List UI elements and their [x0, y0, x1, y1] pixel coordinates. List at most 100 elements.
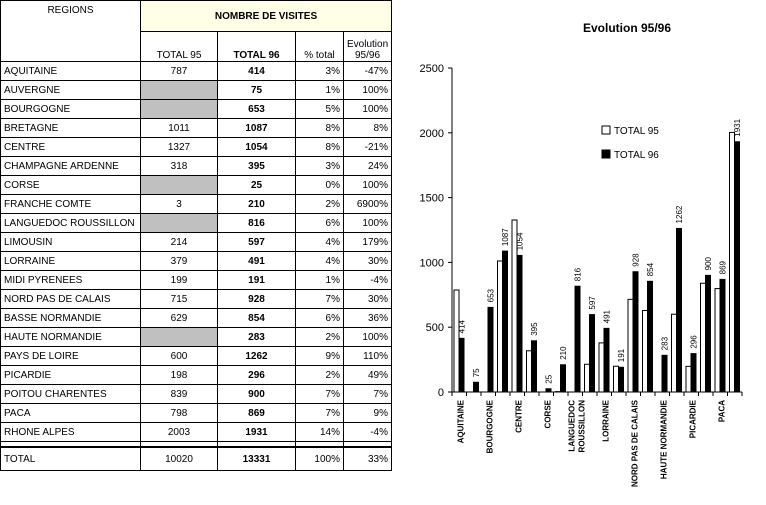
data-label: 1262: [675, 205, 684, 223]
bar-total95: [598, 342, 605, 393]
pct-cell: 6%: [295, 213, 344, 233]
total95-cell: 198: [140, 365, 218, 385]
region-name: HAUTE NORMANDIE: [0, 327, 141, 347]
region-name: PACA: [0, 403, 141, 423]
bar-total95: [453, 289, 460, 393]
total95-cell: 3: [140, 194, 218, 214]
region-name: AUVERGNE: [0, 80, 141, 100]
bar-total96: [618, 366, 624, 393]
evolution-cell: 24%: [343, 156, 392, 176]
total96-cell: 928: [217, 289, 296, 309]
table-row: HAUTE NORMANDIE 283 2% 100%: [0, 327, 392, 347]
legend-swatch-total95: [601, 125, 611, 135]
category-label: BOURGOGNE: [485, 399, 494, 453]
data-label: 653: [487, 288, 496, 302]
data-label: 928: [632, 253, 641, 267]
data-label: 25: [545, 374, 554, 383]
bar-total95: [700, 282, 706, 393]
pct-sum: 100%: [295, 446, 344, 471]
bar-total95: [729, 131, 735, 393]
pct-cell: 4%: [295, 232, 344, 252]
data-label: 1931: [733, 118, 742, 136]
bar-total95: [642, 309, 648, 393]
total96-cell: 869: [217, 403, 296, 423]
bar-total95: [613, 365, 619, 393]
total95-cell: [140, 327, 218, 347]
data-label: 900: [704, 256, 713, 270]
region-name: RHONE ALPES: [0, 422, 141, 442]
header-regions: REGIONS: [0, 0, 141, 62]
region-name: BOURGOGNE: [0, 99, 141, 119]
total95-cell: 199: [140, 270, 218, 290]
total96-cell: 597: [217, 232, 296, 252]
header-evolution: Evolution 95/96: [343, 31, 392, 62]
region-name: PAYS DE LOIRE: [0, 346, 141, 366]
pct-cell: 8%: [295, 137, 344, 157]
pct-cell: 1%: [295, 80, 344, 100]
table-row: LIMOUSIN 214 597 4% 179%: [0, 232, 392, 252]
total96-cell: 816: [217, 213, 296, 233]
total95-cell: 629: [140, 308, 218, 328]
bar-total96: [545, 388, 552, 393]
total95-cell: 214: [140, 232, 218, 252]
total96-cell: 1087: [217, 118, 296, 138]
table-row: PICARDIE 198 296 2% 49%: [0, 365, 392, 385]
region-name: NORD PAS DE CALAIS: [0, 289, 141, 309]
total95-cell: [140, 175, 218, 195]
pct-cell: 2%: [295, 194, 344, 214]
total95-cell: 379: [140, 251, 218, 271]
table-row: RHONE ALPES 2003 1931 14% -4%: [0, 422, 392, 442]
table-row: MIDI PYRENEES 199 191 1% -4%: [0, 270, 392, 290]
evolution-cell: 100%: [343, 80, 392, 100]
chart-title: Evolution 95/96: [583, 21, 671, 35]
data-label: 1087: [501, 228, 510, 246]
evolution-cell: 49%: [343, 365, 392, 385]
table-row: CHAMPAGNE ARDENNE 318 395 3% 24%: [0, 156, 392, 176]
region-name: CORSE: [0, 175, 141, 195]
total96-cell: 283: [217, 327, 296, 347]
pct-cell: 1%: [295, 270, 344, 290]
header-total96: TOTAL 96: [217, 31, 296, 62]
evolution-cell: -47%: [343, 61, 392, 81]
total95-cell: 1327: [140, 137, 218, 157]
total95-cell: [140, 99, 218, 119]
pct-cell: 0%: [295, 175, 344, 195]
data-label: 395: [530, 322, 539, 336]
legend-swatch-total96: [601, 149, 611, 159]
total96-cell: 296: [217, 365, 296, 385]
header-total95: TOTAL 95: [140, 31, 218, 62]
bar-total96: [574, 285, 581, 393]
evolution-cell: 36%: [343, 308, 392, 328]
pct-cell: 3%: [295, 156, 344, 176]
total95-cell: [140, 213, 218, 233]
table-row: AUVERGNE 75 1% 100%: [0, 80, 392, 100]
pct-cell: 5%: [295, 99, 344, 119]
category-label: CENTRE: [514, 399, 523, 433]
bar-total96: [516, 254, 523, 393]
evolution-cell: -4%: [343, 422, 392, 442]
pct-cell: 8%: [295, 118, 344, 138]
total96-sum: 13331: [217, 446, 296, 471]
pct-cell: 7%: [295, 289, 344, 309]
table-row: NORD PAS DE CALAIS 715 928 7% 30%: [0, 289, 392, 309]
total-row: TOTAL 10020 13331 100% 33%: [0, 446, 392, 471]
total96-cell: 491: [217, 251, 296, 271]
evolution-cell: -21%: [343, 137, 392, 157]
total95-cell: 787: [140, 61, 218, 81]
data-label: 491: [603, 309, 612, 323]
evolution-cell: 30%: [343, 289, 392, 309]
total95-cell: 715: [140, 289, 218, 309]
total95-sum: 10020: [140, 446, 218, 471]
region-name: BASSE NORMANDIE: [0, 308, 141, 328]
pct-cell: 9%: [295, 346, 344, 366]
bar-total96: [531, 340, 537, 393]
y-tick-label: 2500: [420, 63, 444, 75]
total96-cell: 395: [217, 156, 296, 176]
evolution-cell: 100%: [343, 175, 392, 195]
region-name: LORRAINE: [0, 251, 141, 271]
bar-total96: [647, 280, 653, 393]
bar-total95: [526, 350, 532, 393]
bar-total96: [690, 353, 697, 393]
region-name: MIDI PYRENEES: [0, 270, 141, 290]
header-nombre-de-visites: NOMBRE DE VISITES: [140, 0, 392, 32]
